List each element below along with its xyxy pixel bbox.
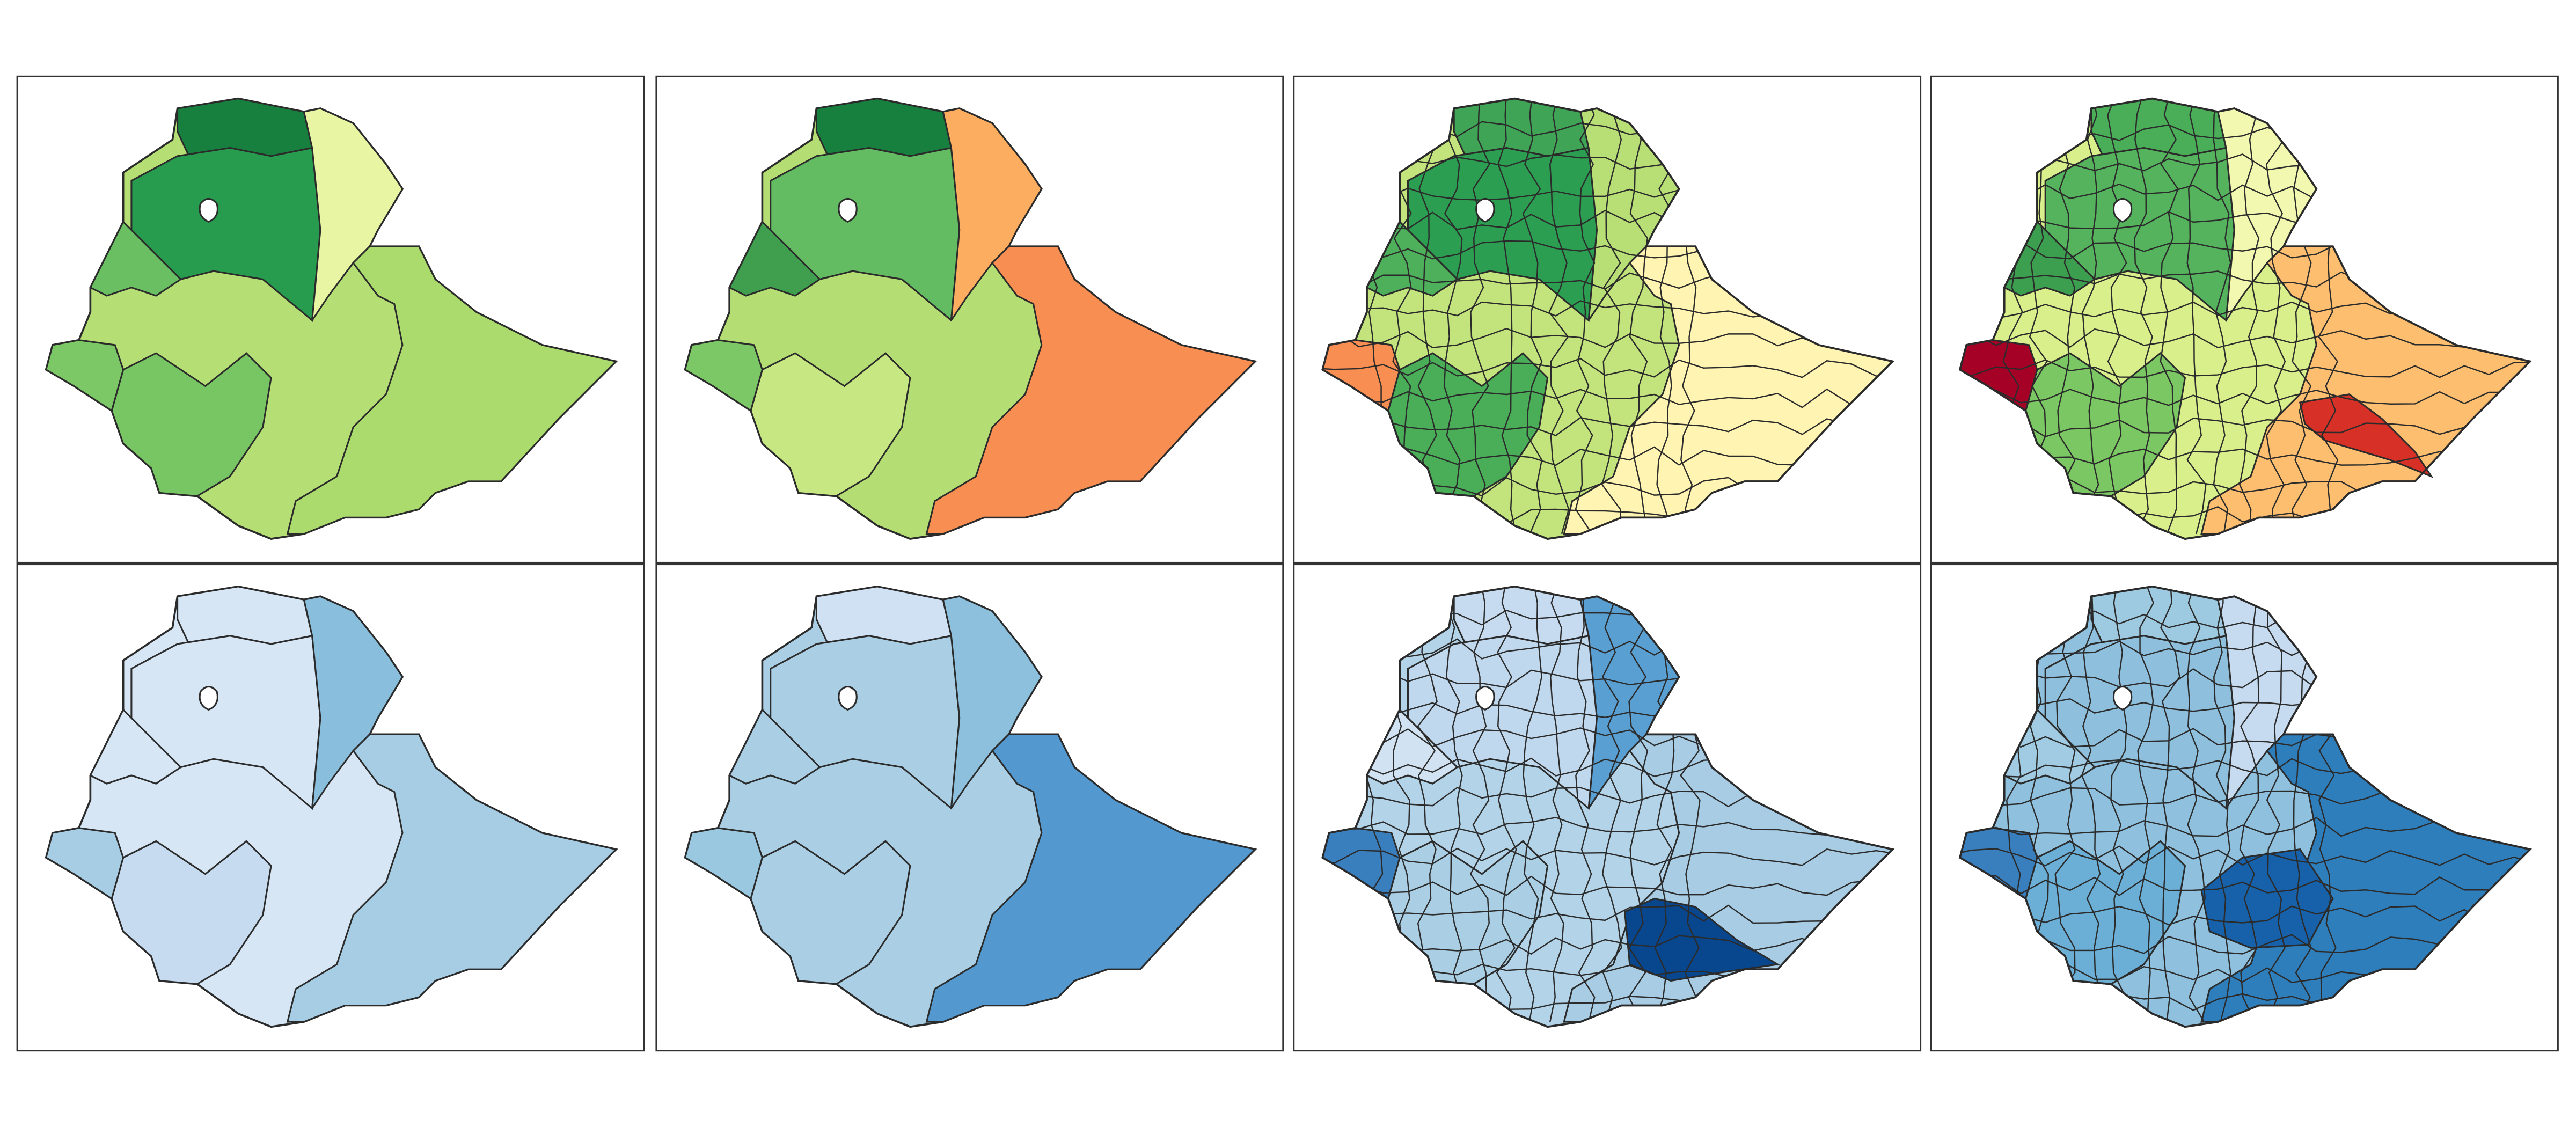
zone-border	[2266, 586, 2286, 1022]
map-panel	[1293, 75, 1922, 564]
zone-border	[1960, 359, 2530, 378]
region	[925, 245, 1257, 535]
lake	[2112, 686, 2133, 711]
region	[925, 733, 1257, 1023]
region	[728, 708, 821, 785]
map-panel	[1930, 564, 2559, 1052]
zone-border	[1496, 586, 1517, 1022]
zone-border	[1443, 98, 1464, 535]
lake	[199, 686, 218, 711]
zone-border	[1549, 586, 1564, 1022]
country-outline	[1958, 585, 2532, 1028]
region	[45, 827, 125, 900]
zone-border	[1322, 847, 1893, 866]
map-panel	[655, 75, 1284, 564]
zone-border	[2082, 98, 2099, 535]
zone-border	[2213, 586, 2231, 1022]
region	[89, 708, 182, 785]
country-outline	[1321, 97, 1895, 540]
map-panel	[1930, 75, 2559, 564]
zone-border	[1445, 586, 1463, 1022]
lake	[1475, 686, 1495, 711]
zone-border	[1960, 418, 2530, 438]
zone-border	[2137, 586, 2155, 1022]
lake	[199, 197, 218, 223]
zone-border	[1523, 586, 1542, 1022]
zone-border	[2239, 98, 2260, 534]
region	[286, 245, 618, 535]
map-panel	[16, 75, 645, 564]
country-outline	[1958, 97, 2532, 540]
region	[111, 840, 272, 985]
zone-border	[1575, 586, 1596, 1022]
zone-border	[2292, 98, 2312, 535]
lake	[1475, 197, 1495, 223]
zone-border	[2187, 586, 2206, 1022]
zone-border	[1417, 98, 1438, 535]
zone-border	[1322, 904, 1893, 925]
zone-border	[2134, 98, 2153, 535]
map-panel	[655, 564, 1284, 1052]
zone-border	[1322, 327, 1893, 349]
zone-border	[1960, 845, 2530, 867]
zone-border	[2054, 586, 2076, 1022]
map-panel	[16, 564, 645, 1052]
region	[286, 733, 618, 1023]
country-outline	[1321, 585, 1895, 1028]
lake	[838, 686, 858, 711]
zone-border	[1601, 98, 1622, 534]
zone-border	[1960, 389, 2530, 406]
region	[111, 352, 272, 497]
zone-border	[1960, 905, 2530, 926]
zone-border	[1322, 357, 1893, 378]
lake	[2112, 197, 2133, 223]
region	[684, 339, 764, 412]
zone-border	[1322, 817, 1893, 836]
zone-border	[1522, 98, 1543, 535]
lake	[838, 197, 858, 223]
zone-border	[1960, 328, 2530, 349]
zone-border	[2265, 98, 2286, 534]
region	[750, 352, 911, 497]
zone-border	[1417, 586, 1438, 1022]
region	[728, 220, 821, 297]
zone-border	[2160, 586, 2180, 1022]
zone-border	[1629, 98, 1649, 535]
region	[750, 840, 911, 985]
zone-border	[2213, 98, 2231, 535]
zone-border	[1322, 387, 1893, 408]
zone-border	[1548, 98, 1570, 535]
zone-border	[1960, 875, 2530, 896]
zone-border	[1322, 416, 1893, 436]
map-panel	[1293, 564, 1922, 1052]
zone-border	[1575, 98, 1596, 535]
region	[89, 220, 182, 297]
region	[684, 827, 764, 900]
region	[45, 339, 125, 412]
zone-border	[1322, 875, 1893, 896]
